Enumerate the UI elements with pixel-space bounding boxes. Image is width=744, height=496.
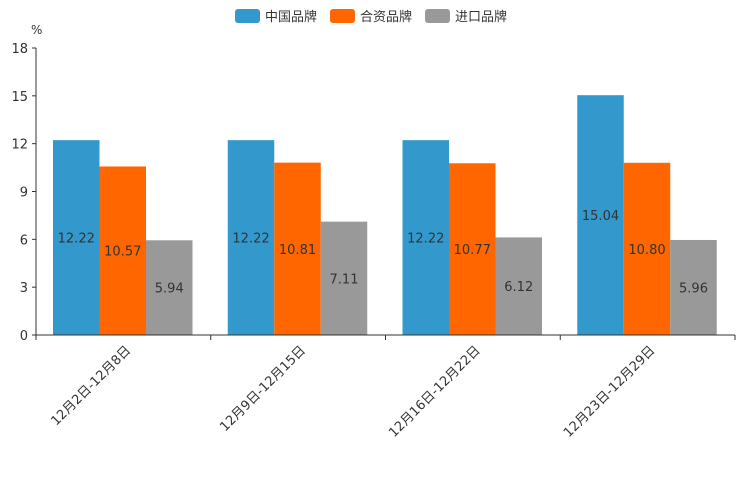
y-tick-label: 0 xyxy=(20,329,28,344)
bar-series-1-cat-2 xyxy=(227,140,275,335)
y-axis-unit-label: % xyxy=(31,23,42,37)
data-label-series-2-cat-1: 10.57 xyxy=(104,245,141,260)
y-tick-label: 15 xyxy=(11,90,28,105)
bar-series-3-cat-4 xyxy=(670,239,717,335)
data-label-series-1-cat-3: 12.22 xyxy=(407,232,444,247)
data-label-series-3-cat-1: 5.94 xyxy=(155,282,184,297)
bar-series-2-cat-2 xyxy=(274,162,321,335)
data-label-series-1-cat-4: 15.04 xyxy=(582,209,619,224)
x-category-label-3: 12月16日-12月22日 xyxy=(386,343,483,440)
data-label-series-1-cat-2: 12.22 xyxy=(232,232,269,247)
legend-label-3: 进口品牌 xyxy=(455,9,507,25)
y-tick-label: 12 xyxy=(11,138,28,153)
x-axis: 12月2日-12月8日 12月9日-12月15日 12月16日-12月22日 12月2… xyxy=(35,334,736,441)
data-label-series-3-cat-3: 6.12 xyxy=(504,280,533,295)
data-label-series-3-cat-4: 5.96 xyxy=(679,281,708,296)
legend: 中国品牌 合资品牌 进口品牌 xyxy=(235,9,507,25)
legend-label-2: 合资品牌 xyxy=(360,9,412,25)
bar-series-1-cat-1 xyxy=(53,140,100,335)
y-tick-label: 3 xyxy=(20,281,28,296)
data-label-series-1-cat-1: 12.22 xyxy=(58,232,95,247)
data-label-series-3-cat-2: 7.11 xyxy=(330,272,359,287)
bar-series-2-cat-4 xyxy=(623,162,671,335)
x-category-label-1: 12月2日-12月8日 xyxy=(48,343,134,429)
legend-label-1: 中国品牌 xyxy=(265,9,317,25)
y-tick-label: 6 xyxy=(20,233,28,248)
bars: 12.22 10.57 5.94 12.22 10.81 7.11 12.22 10.77 6.… xyxy=(53,95,717,335)
bar-series-2-cat-3 xyxy=(449,163,496,335)
data-label-series-2-cat-2: 10.81 xyxy=(279,243,316,258)
bar-series-1-cat-4 xyxy=(577,95,624,335)
legend-swatch-1 xyxy=(235,9,260,23)
bar-series-2-cat-1 xyxy=(99,166,146,335)
y-tick-label: 18 xyxy=(11,42,28,57)
legend-swatch-2 xyxy=(330,9,355,23)
data-label-series-2-cat-4: 10.80 xyxy=(628,243,665,258)
y-tick-label: 9 xyxy=(20,186,28,201)
x-category-label-2: 12月9日-12月15日 xyxy=(217,343,309,435)
bar-series-3-cat-2 xyxy=(320,221,368,335)
y-axis: 0 3 6 9 12 15 18 xyxy=(11,42,37,344)
bar-series-1-cat-3 xyxy=(402,140,449,335)
data-label-series-2-cat-3: 10.77 xyxy=(454,243,491,258)
bar-series-3-cat-1 xyxy=(146,240,193,335)
bar-series-3-cat-3 xyxy=(495,237,542,335)
x-category-label-4: 12月23日-12月29日 xyxy=(561,343,658,440)
legend-swatch-3 xyxy=(425,9,450,23)
